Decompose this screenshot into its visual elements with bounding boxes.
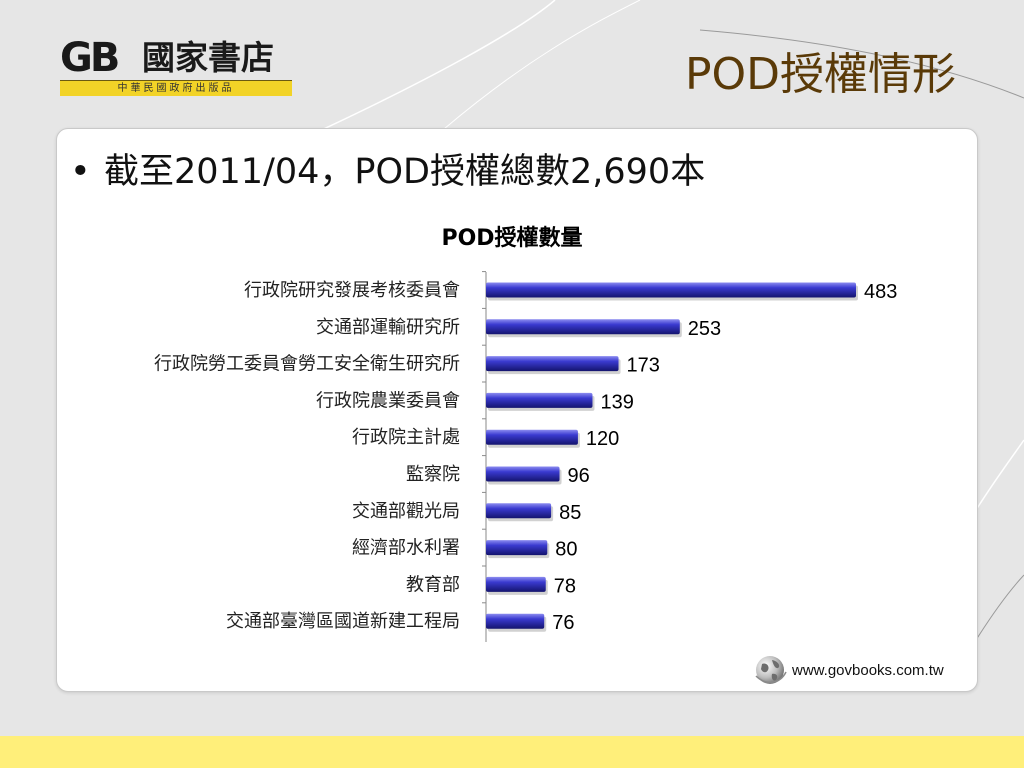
bullet-dot: • <box>70 152 91 192</box>
data-label: 139 <box>600 391 633 413</box>
category-label: 行政院研究發展考核委員會 <box>244 280 460 301</box>
bar <box>486 466 560 482</box>
data-label: 173 <box>627 355 660 377</box>
category-label: 行政院農業委員會 <box>316 390 460 411</box>
globe-icon <box>755 656 787 684</box>
data-label: 96 <box>568 465 590 487</box>
bottom-band <box>0 736 1024 768</box>
bar <box>486 356 619 372</box>
bar <box>486 392 593 408</box>
category-label: 監察院 <box>406 464 460 485</box>
data-label: 78 <box>554 575 576 597</box>
logo-name: 國家書店 <box>142 38 274 77</box>
bar <box>486 576 546 592</box>
chart-title: POD授權數量 <box>441 225 582 251</box>
data-label: 76 <box>552 612 574 634</box>
category-label: 交通部臺灣區國道新建工程局 <box>226 611 460 632</box>
bar <box>486 613 545 629</box>
bar <box>486 429 578 445</box>
bar <box>486 540 548 556</box>
data-label: 483 <box>864 281 897 303</box>
bar <box>486 319 680 335</box>
bar <box>486 282 856 298</box>
bullet-item: • 截至2011/04，POD授權總數2,690本 <box>70 148 705 196</box>
bullet-text: 截至2011/04，POD授權總數2,690本 <box>104 152 706 192</box>
logo-band-text: 中華民國政府出版品 <box>60 80 292 96</box>
data-label: 120 <box>586 428 619 450</box>
bar-series: 行政院研究發展考核委員會 483 交通部運輸研究所 253 行政院勞工委員會勞工安全衛生… <box>154 271 897 634</box>
logo: GB 國家書店 中華民國政府出版品 <box>60 38 292 96</box>
website-url: www.govbooks.com.tw <box>792 662 944 679</box>
category-label: 行政院主計處 <box>352 427 460 448</box>
bar <box>486 503 552 519</box>
data-label: 253 <box>688 318 721 340</box>
logo-mark: GB <box>60 35 120 81</box>
category-label: 經濟部水利署 <box>352 538 460 559</box>
content-panel <box>56 128 978 692</box>
page-title: POD授權情形 <box>684 49 956 100</box>
category-label: 交通部觀光局 <box>352 501 460 522</box>
data-label: 80 <box>555 539 577 561</box>
data-label: 85 <box>559 502 581 524</box>
category-label: 行政院勞工委員會勞工安全衛生研究所 <box>154 354 460 375</box>
category-label: 教育部 <box>406 574 460 595</box>
category-label: 交通部運輸研究所 <box>316 317 460 338</box>
